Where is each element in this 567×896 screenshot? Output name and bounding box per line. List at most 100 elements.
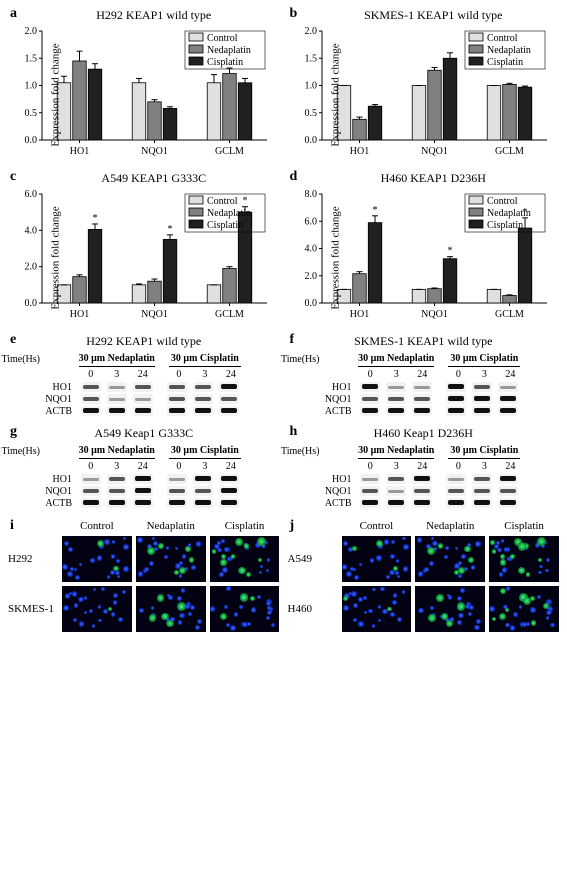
micro-col-label: Nedaplatin — [415, 520, 485, 532]
wb-band — [412, 486, 432, 496]
svg-text:8.0: 8.0 — [304, 189, 317, 200]
micro-col-label: Control — [62, 520, 132, 532]
micro-cell — [210, 536, 280, 582]
svg-text:*: * — [243, 196, 248, 207]
wb-band — [193, 406, 213, 416]
micro-cell — [136, 586, 206, 632]
panel-label-d: d — [290, 169, 298, 185]
svg-text:Nedaplatin: Nedaplatin — [487, 45, 531, 56]
svg-text:2.0: 2.0 — [304, 26, 317, 37]
svg-text:1.5: 1.5 — [304, 53, 317, 64]
wb-band — [498, 486, 518, 496]
wb-band — [133, 406, 153, 416]
wb-band — [412, 498, 432, 508]
wb-band — [386, 486, 406, 496]
wb-band — [498, 474, 518, 484]
wb-band — [219, 394, 239, 404]
wb-band — [167, 498, 187, 508]
panel-label-g: g — [10, 424, 17, 440]
svg-text:2.0: 2.0 — [304, 271, 317, 282]
wb-band — [360, 498, 380, 508]
wb-band — [412, 474, 432, 484]
micro-row-label: SKMES-1 — [8, 603, 62, 615]
wb-band — [81, 382, 101, 392]
wb-band — [167, 394, 187, 404]
wb-band — [81, 486, 101, 496]
panel-label-e: e — [10, 332, 16, 348]
wb-title-f: SKMES-1 KEAP1 wild type — [288, 334, 560, 349]
svg-text:GCLM: GCLM — [215, 309, 244, 320]
svg-text:0.0: 0.0 — [304, 298, 317, 309]
wb-row-1: e H292 KEAP1 wild type 30 μm Nedaplatin0… — [8, 334, 559, 416]
micro-row-label: A549 — [288, 553, 342, 565]
svg-text:Control: Control — [487, 33, 518, 44]
svg-text:Nedaplatin: Nedaplatin — [487, 208, 531, 219]
wb-band — [472, 498, 492, 508]
ylabel: Expression fold change — [329, 43, 341, 146]
micro-row-label: H460 — [288, 603, 342, 615]
micro-cell — [489, 586, 559, 632]
wb-band — [81, 474, 101, 484]
wb-band — [360, 474, 380, 484]
micro-cell — [62, 536, 132, 582]
wb-band — [133, 474, 153, 484]
wb-band — [472, 474, 492, 484]
panel-d: d H460 KEAP1 D236H Expression fold chang… — [288, 171, 560, 328]
wb-band — [446, 486, 466, 496]
micro-cell — [62, 586, 132, 632]
svg-text:1.0: 1.0 — [304, 81, 317, 92]
wb-band — [81, 498, 101, 508]
svg-text:*: * — [168, 224, 173, 235]
svg-text:*: * — [447, 246, 452, 257]
wb-band — [446, 406, 466, 416]
wb-band — [446, 382, 466, 392]
wb-band — [498, 394, 518, 404]
svg-text:NQO1: NQO1 — [141, 309, 168, 320]
svg-text:4.0: 4.0 — [304, 244, 317, 255]
svg-text:6.0: 6.0 — [304, 216, 317, 227]
svg-text:Control: Control — [487, 196, 518, 207]
wb-band — [107, 382, 127, 392]
wb-band — [412, 382, 432, 392]
svg-text:NQO1: NQO1 — [421, 146, 448, 157]
panel-label-f: f — [290, 332, 295, 348]
wb-band — [386, 474, 406, 484]
wb-band — [446, 474, 466, 484]
micro-cell — [342, 586, 412, 632]
micro-cell — [489, 536, 559, 582]
panel-b: b SKMES-1 KEAP1 wild type Expression fol… — [288, 8, 560, 165]
wb-band — [446, 394, 466, 404]
svg-text:*: * — [372, 205, 377, 216]
wb-band — [193, 486, 213, 496]
wb-band — [81, 406, 101, 416]
wb-band — [133, 394, 153, 404]
wb-band — [193, 474, 213, 484]
svg-text:*: * — [93, 213, 98, 224]
wb-band — [219, 406, 239, 416]
wb-title-g: A549 Keap1 G333C — [8, 426, 280, 441]
micro-cell — [415, 536, 485, 582]
chart-d: 0.02.04.06.08.0*HO1*NQO1*GCLMControlNeda… — [288, 188, 553, 323]
wb-band — [107, 406, 127, 416]
wb-band — [193, 382, 213, 392]
ylabel: Expression fold change — [50, 206, 62, 309]
wb-band — [360, 382, 380, 392]
svg-text:Nedaplatin: Nedaplatin — [207, 45, 251, 56]
panel-label-c: c — [10, 169, 16, 185]
panel-label-b: b — [290, 6, 298, 22]
wb-band — [386, 498, 406, 508]
panel-label-a: a — [10, 6, 17, 22]
wb-title-h: H460 Keap1 D236H — [288, 426, 560, 441]
chart-title-d: H460 KEAP1 D236H — [288, 171, 560, 186]
micro-cell — [136, 536, 206, 582]
wb-band — [167, 486, 187, 496]
panel-g: g A549 Keap1 G333C 30 μm Nedaplatin03243… — [8, 426, 280, 508]
wb-band — [107, 498, 127, 508]
svg-text:Cisplatin: Cisplatin — [487, 57, 523, 68]
panel-f: f SKMES-1 KEAP1 wild type 30 μm Nedaplat… — [288, 334, 560, 416]
wb-band — [193, 394, 213, 404]
wb-band — [133, 486, 153, 496]
chart-a: 0.00.51.01.52.0HO1NQO1GCLMControlNedapla… — [8, 25, 273, 160]
wb-band — [412, 406, 432, 416]
panel-a: a H292 KEAP1 wild type Expression fold c… — [8, 8, 280, 165]
